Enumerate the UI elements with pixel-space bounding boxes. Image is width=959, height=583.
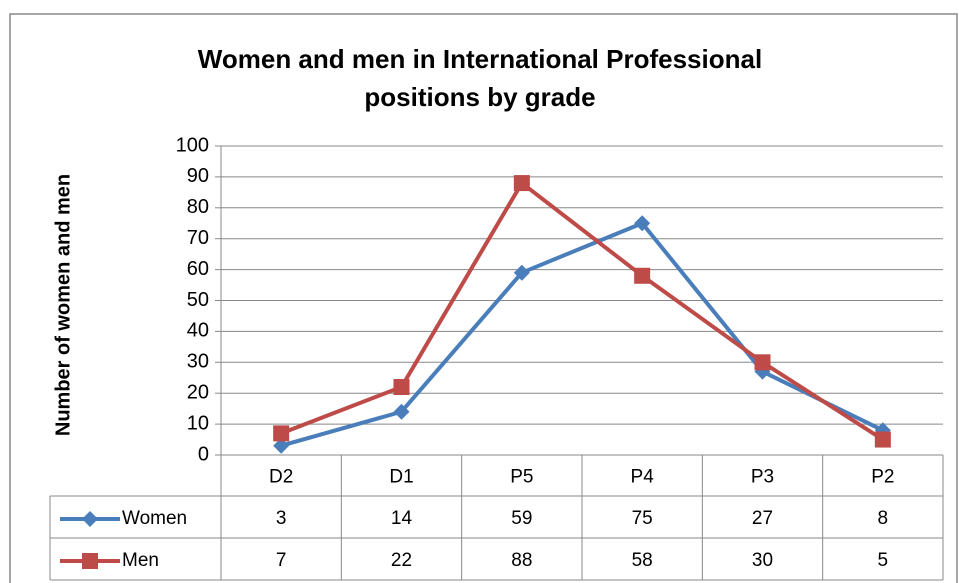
y-tick-label: 10 [187, 412, 209, 434]
table-value: 8 [878, 508, 889, 529]
legend-label: Women [122, 508, 187, 529]
x-tick-label: D1 [389, 467, 413, 488]
series-line [280, 221, 884, 448]
x-tick-label: D2 [269, 467, 293, 488]
table-value: 7 [276, 550, 287, 571]
y-tick-label: 80 [187, 196, 209, 218]
x-tick-label: P5 [510, 467, 533, 488]
y-tick-label: 100 [176, 134, 209, 156]
y-tick-label: 20 [187, 381, 209, 403]
legend-marker [82, 553, 98, 569]
x-tick-label: P4 [631, 467, 655, 488]
x-tick-label: P3 [751, 467, 774, 488]
y-tick-label: 90 [187, 165, 209, 187]
series-marker [393, 379, 410, 396]
table-value: 5 [878, 550, 889, 571]
legend-marker [82, 511, 98, 527]
table-value: 88 [511, 550, 532, 571]
y-axis-label: Number of women and men [52, 174, 74, 436]
chart-frame [9, 13, 958, 583]
y-tick-label: 30 [187, 351, 209, 373]
series-marker [273, 437, 290, 454]
table-value: 3 [276, 508, 287, 529]
y-tick-label: 40 [187, 320, 209, 342]
table-value: 14 [391, 508, 413, 529]
y-tick-label: 70 [187, 227, 209, 249]
table-value: 30 [752, 550, 773, 571]
legend-label: Men [122, 550, 159, 571]
series-marker [513, 264, 530, 281]
series-marker [634, 267, 651, 284]
series-marker [393, 403, 410, 420]
series-marker [754, 354, 771, 371]
y-tick-label: 0 [198, 443, 209, 465]
table-value: 27 [752, 508, 773, 529]
table-value: 22 [391, 550, 412, 571]
y-tick-label: 50 [187, 289, 209, 311]
series-marker [513, 175, 530, 192]
series-marker [634, 215, 651, 232]
series-marker [874, 431, 891, 448]
y-tick-label: 60 [187, 258, 209, 280]
chart-title: Women and men in International Professio… [197, 44, 763, 112]
x-tick-label: P2 [871, 467, 894, 488]
table-value: 75 [632, 508, 653, 529]
series-line [280, 181, 884, 442]
series-marker [273, 425, 290, 442]
table-value: 59 [511, 508, 532, 529]
table-value: 58 [632, 550, 653, 571]
